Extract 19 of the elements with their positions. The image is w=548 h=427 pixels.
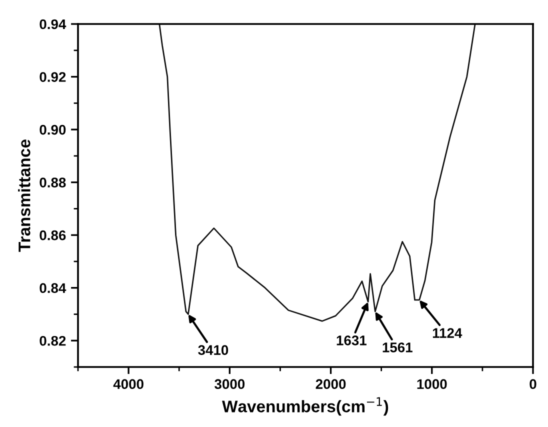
x-tick-label: 2000 [316,379,346,390]
y-tick-label: 0.94 [40,19,66,30]
annotation: 1631 [336,336,366,346]
y-tick-label: 0.84 [40,283,66,294]
y-tick-label: 0.86 [40,230,66,240]
y-axis-title: Transmittance [18,140,30,252]
x-tick-label: 4000 [113,379,144,390]
annotation: 1561 [382,342,412,352]
x-tick-label: 1000 [417,379,447,390]
x-axis-title: Wavenumbers(cm$^{−1}$) [222,397,388,416]
annotation: 3410 [198,345,228,356]
y-tick-label: 0.82 [40,336,66,346]
line-series [158,24,476,322]
x-tick-label: 0 [530,379,536,390]
annotation: 1124 [432,328,462,338]
y-tick-label: 0.92 [40,72,66,82]
y-tick-label: 0.88 [40,178,66,188]
y-tick-label: 0.90 [40,124,66,135]
x-tick-label: 3000 [214,379,245,390]
